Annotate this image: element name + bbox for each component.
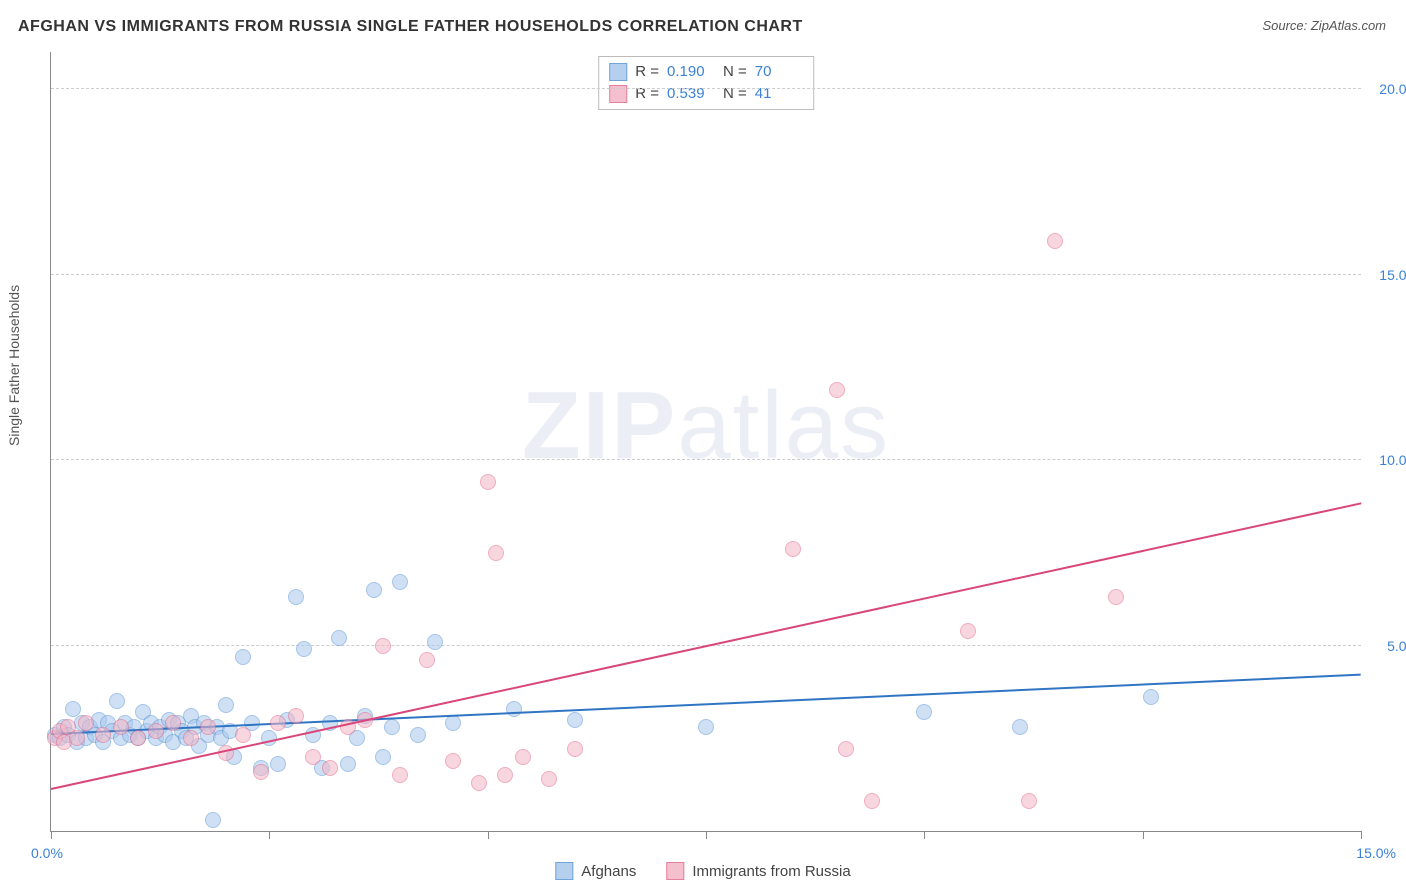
scatter-point [392, 574, 408, 590]
scatter-point [698, 719, 714, 735]
scatter-point [288, 589, 304, 605]
scatter-point [410, 727, 426, 743]
scatter-point [1108, 589, 1124, 605]
scatter-point [366, 582, 382, 598]
stat-n-value-0: 70 [755, 61, 803, 83]
scatter-point [340, 756, 356, 772]
scatter-point [165, 715, 181, 731]
x-tick [1143, 831, 1144, 839]
scatter-point [270, 756, 286, 772]
scatter-point [130, 730, 146, 746]
watermark-rest: atlas [677, 372, 890, 479]
scatter-point [205, 812, 221, 828]
swatch-series-0 [609, 63, 627, 81]
scatter-point [1012, 719, 1028, 735]
x-tick [1361, 831, 1362, 839]
scatter-point [864, 793, 880, 809]
scatter-point [392, 767, 408, 783]
scatter-point [148, 723, 164, 739]
correlation-stats-box: R = 0.190 N = 70 R = 0.539 N = 41 [598, 56, 814, 110]
gridline-h [51, 459, 1361, 460]
legend-item-0: Afghans [555, 862, 636, 880]
trend-line-series-1 [51, 503, 1361, 791]
scatter-point [445, 753, 461, 769]
scatter-point [419, 652, 435, 668]
x-tick-label-max: 15.0% [1356, 845, 1396, 861]
scatter-point [567, 741, 583, 757]
y-tick-label: 20.0% [1379, 81, 1406, 97]
scatter-point [960, 623, 976, 639]
scatter-point [375, 749, 391, 765]
stats-row-series-0: R = 0.190 N = 70 [609, 61, 803, 83]
x-tick [706, 831, 707, 839]
watermark-bold: ZIP [522, 372, 677, 479]
scatter-point [65, 701, 81, 717]
stat-r-label: R = [635, 83, 659, 105]
x-tick [488, 831, 489, 839]
scatter-point [322, 760, 338, 776]
scatter-point [78, 715, 94, 731]
scatter-point [113, 719, 129, 735]
y-tick-label: 10.0% [1379, 452, 1406, 468]
scatter-point [218, 697, 234, 713]
x-tick-label-min: 0.0% [31, 845, 63, 861]
scatter-point [270, 715, 286, 731]
scatter-point [838, 741, 854, 757]
scatter-point [541, 771, 557, 787]
scatter-point [253, 764, 269, 780]
scatter-point [488, 545, 504, 561]
y-tick-label: 5.0% [1387, 638, 1406, 654]
scatter-point [515, 749, 531, 765]
scatter-point [305, 749, 321, 765]
scatter-point [109, 693, 125, 709]
scatter-point [235, 649, 251, 665]
scatter-point [69, 730, 85, 746]
bottom-legend: Afghans Immigrants from Russia [555, 862, 850, 880]
scatter-point [480, 474, 496, 490]
stat-n-value-1: 41 [755, 83, 803, 105]
stat-r-label: R = [635, 61, 659, 83]
stat-n-label: N = [723, 61, 747, 83]
legend-swatch-1 [666, 862, 684, 880]
scatter-point [183, 730, 199, 746]
legend-label-1: Immigrants from Russia [692, 863, 850, 880]
scatter-point [445, 715, 461, 731]
scatter-point [427, 634, 443, 650]
x-tick [924, 831, 925, 839]
scatter-plot-area: ZIPatlas R = 0.190 N = 70 R = 0.539 N = … [50, 52, 1361, 832]
scatter-point [829, 382, 845, 398]
source-attribution: Source: ZipAtlas.com [1262, 18, 1386, 33]
scatter-point [916, 704, 932, 720]
scatter-point [497, 767, 513, 783]
x-tick [269, 831, 270, 839]
scatter-point [785, 541, 801, 557]
scatter-point [331, 630, 347, 646]
scatter-point [288, 708, 304, 724]
scatter-point [200, 719, 216, 735]
y-tick-label: 15.0% [1379, 267, 1406, 283]
stats-row-series-1: R = 0.539 N = 41 [609, 83, 803, 105]
scatter-point [1021, 793, 1037, 809]
legend-item-1: Immigrants from Russia [666, 862, 850, 880]
y-axis-label: Single Father Households [6, 285, 22, 446]
chart-title: AFGHAN VS IMMIGRANTS FROM RUSSIA SINGLE … [18, 18, 803, 35]
gridline-h [51, 274, 1361, 275]
scatter-point [1047, 233, 1063, 249]
scatter-point [567, 712, 583, 728]
scatter-point [375, 638, 391, 654]
scatter-point [235, 727, 251, 743]
scatter-point [296, 641, 312, 657]
scatter-point [471, 775, 487, 791]
x-tick [51, 831, 52, 839]
gridline-h [51, 88, 1361, 89]
stat-r-value-1: 0.539 [667, 83, 715, 105]
scatter-point [95, 727, 111, 743]
stat-n-label: N = [723, 83, 747, 105]
stat-r-value-0: 0.190 [667, 61, 715, 83]
scatter-point [1143, 689, 1159, 705]
legend-label-0: Afghans [581, 863, 636, 880]
legend-swatch-0 [555, 862, 573, 880]
scatter-point [384, 719, 400, 735]
